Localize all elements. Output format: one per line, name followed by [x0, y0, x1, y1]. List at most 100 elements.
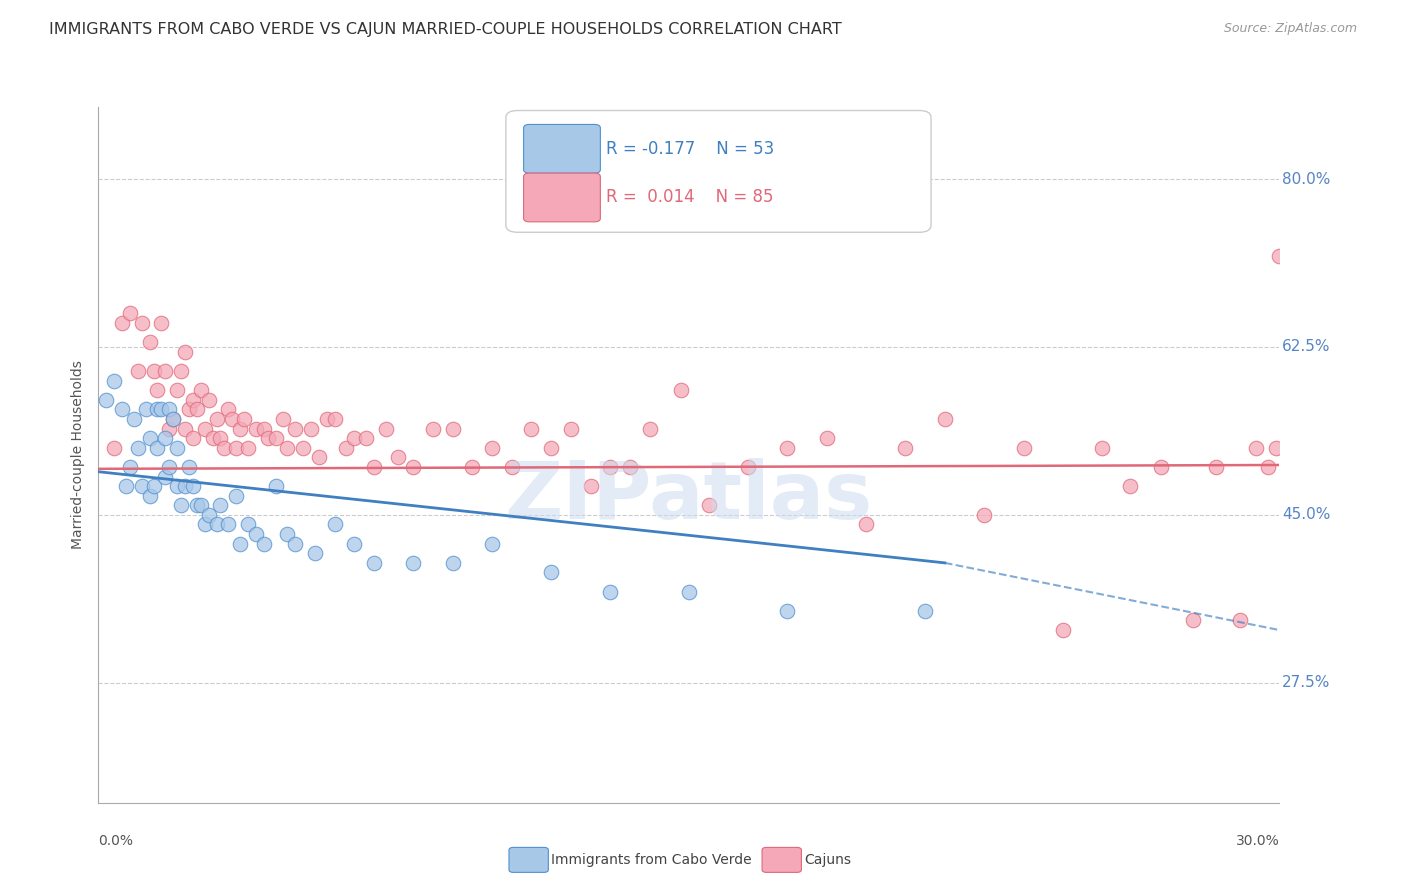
Point [276, 441, 298, 455]
Point [1257, 459, 1279, 474]
Text: IMMIGRANTS FROM CABO VERDE VS CAJUN MARRIED-COUPLE HOUSEHOLDS CORRELATION CHART: IMMIGRANTS FROM CABO VERDE VS CAJUN MARR… [49, 22, 842, 37]
Point [776, 441, 799, 455]
Point [323, 517, 346, 532]
Point [146, 383, 169, 397]
Point [481, 537, 503, 551]
Point [186, 498, 208, 512]
Point [181, 392, 204, 407]
Point [1150, 459, 1173, 474]
Point [166, 479, 188, 493]
Point [127, 441, 149, 455]
Point [177, 459, 200, 474]
Point [354, 431, 377, 445]
Point [855, 517, 877, 532]
Point [157, 402, 180, 417]
Point [308, 450, 330, 465]
Point [678, 584, 700, 599]
Point [335, 441, 357, 455]
Point [253, 421, 276, 435]
Point [253, 537, 276, 551]
Point [135, 402, 157, 417]
Point [190, 498, 212, 512]
Point [146, 441, 169, 455]
Point [284, 421, 307, 435]
Point [229, 421, 252, 435]
Point [205, 517, 228, 532]
FancyBboxPatch shape [506, 111, 931, 232]
Point [229, 537, 252, 551]
Point [138, 489, 160, 503]
Point [323, 412, 346, 426]
Point [422, 421, 444, 435]
Point [127, 364, 149, 378]
Point [201, 431, 224, 445]
Y-axis label: Married-couple Households: Married-couple Households [70, 360, 84, 549]
Point [776, 604, 799, 618]
Point [217, 517, 239, 532]
Point [115, 479, 138, 493]
Point [363, 556, 385, 570]
Point [245, 527, 267, 541]
Point [174, 344, 197, 359]
Point [245, 421, 267, 435]
Point [194, 517, 217, 532]
Point [973, 508, 995, 522]
Point [363, 459, 385, 474]
Point [170, 498, 193, 512]
Point [162, 412, 184, 426]
Point [111, 316, 134, 330]
Point [560, 421, 582, 435]
Text: Immigrants from Cabo Verde: Immigrants from Cabo Verde [551, 853, 752, 867]
Point [209, 498, 232, 512]
Point [815, 431, 838, 445]
Point [599, 459, 621, 474]
Point [299, 421, 322, 435]
Text: 80.0%: 80.0% [1282, 171, 1330, 186]
Point [264, 431, 287, 445]
Point [441, 556, 464, 570]
Point [186, 402, 208, 417]
Point [934, 412, 956, 426]
Point [599, 584, 621, 599]
Text: 0.0%: 0.0% [98, 834, 134, 848]
Point [111, 402, 134, 417]
Text: R =  0.014    N = 85: R = 0.014 N = 85 [606, 188, 773, 206]
Point [481, 441, 503, 455]
Text: 62.5%: 62.5% [1282, 340, 1330, 354]
Point [155, 364, 177, 378]
Point [233, 412, 256, 426]
Point [236, 517, 259, 532]
Point [194, 421, 217, 435]
Point [96, 392, 118, 407]
Point [1012, 441, 1035, 455]
Point [118, 306, 141, 320]
Point [1052, 623, 1074, 637]
Point [540, 566, 562, 580]
Point [619, 459, 641, 474]
Text: 27.5%: 27.5% [1282, 675, 1330, 690]
Point [343, 537, 366, 551]
Point [162, 412, 184, 426]
Text: Source: ZipAtlas.com: Source: ZipAtlas.com [1223, 22, 1357, 36]
Point [697, 498, 720, 512]
Text: 30.0%: 30.0% [1236, 834, 1279, 848]
Point [1205, 459, 1227, 474]
Point [579, 479, 602, 493]
Point [225, 441, 247, 455]
Point [402, 459, 425, 474]
Point [292, 441, 315, 455]
Point [138, 431, 160, 445]
Point [103, 374, 125, 388]
Point [103, 441, 125, 455]
Text: R = -0.177    N = 53: R = -0.177 N = 53 [606, 140, 775, 158]
Point [155, 469, 177, 483]
Point [174, 421, 197, 435]
Point [894, 441, 917, 455]
Point [540, 441, 562, 455]
Text: Cajuns: Cajuns [804, 853, 851, 867]
Point [209, 431, 232, 445]
Point [150, 316, 173, 330]
Point [374, 421, 396, 435]
Text: ZIPatlas: ZIPatlas [505, 458, 873, 536]
Point [264, 479, 287, 493]
